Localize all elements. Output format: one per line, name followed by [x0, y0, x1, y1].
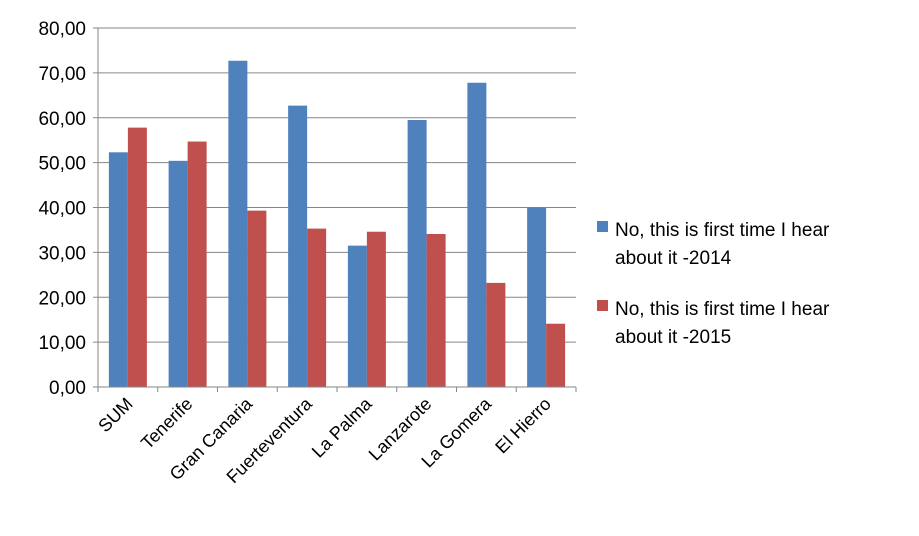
bar	[288, 105, 308, 387]
y-tick-label: 10,00	[38, 333, 86, 354]
legend: No, this is first time I hear about it -2…	[597, 220, 830, 348]
y-tick-label: 50,00	[38, 154, 86, 175]
bar	[527, 207, 547, 387]
bar	[108, 152, 128, 387]
bar	[127, 127, 147, 387]
y-tick-label: 70,00	[38, 64, 86, 85]
bar	[486, 282, 506, 387]
bar	[366, 231, 386, 387]
y-tick-label: 80,00	[38, 19, 86, 40]
y-tick-label: 20,00	[38, 288, 86, 309]
x-tick-label: Tenerife	[137, 394, 196, 453]
legend-swatch	[597, 300, 608, 311]
legend-label: about it -2015	[615, 327, 731, 348]
bar	[247, 210, 267, 387]
y-tick-label: 60,00	[38, 109, 86, 130]
bar	[307, 228, 327, 387]
x-tick-label: SUM	[94, 394, 136, 436]
bars	[108, 60, 566, 388]
legend-swatch	[597, 221, 608, 232]
legend-label: No, this is first time I hear	[615, 299, 830, 320]
axes	[93, 27, 577, 392]
legend-label: about it -2014	[615, 248, 732, 269]
y-tick-labels: 0,00 10,00 20,00 30,00 40,00 50,00 60,00 70,00 8…	[38, 19, 86, 399]
y-tick-label: 30,00	[38, 243, 86, 264]
bar	[187, 141, 207, 387]
bar	[228, 60, 248, 387]
bar	[546, 323, 566, 387]
legend-label: No, this is first time I hear	[615, 220, 830, 241]
bar	[347, 245, 367, 387]
bar	[467, 82, 487, 387]
bar	[407, 119, 427, 388]
y-tick-label: 40,00	[38, 199, 86, 220]
bar	[168, 160, 188, 387]
y-tick-label: 0,00	[49, 378, 86, 399]
x-tick-label: El Hierro	[491, 394, 555, 458]
bar	[426, 233, 446, 387]
